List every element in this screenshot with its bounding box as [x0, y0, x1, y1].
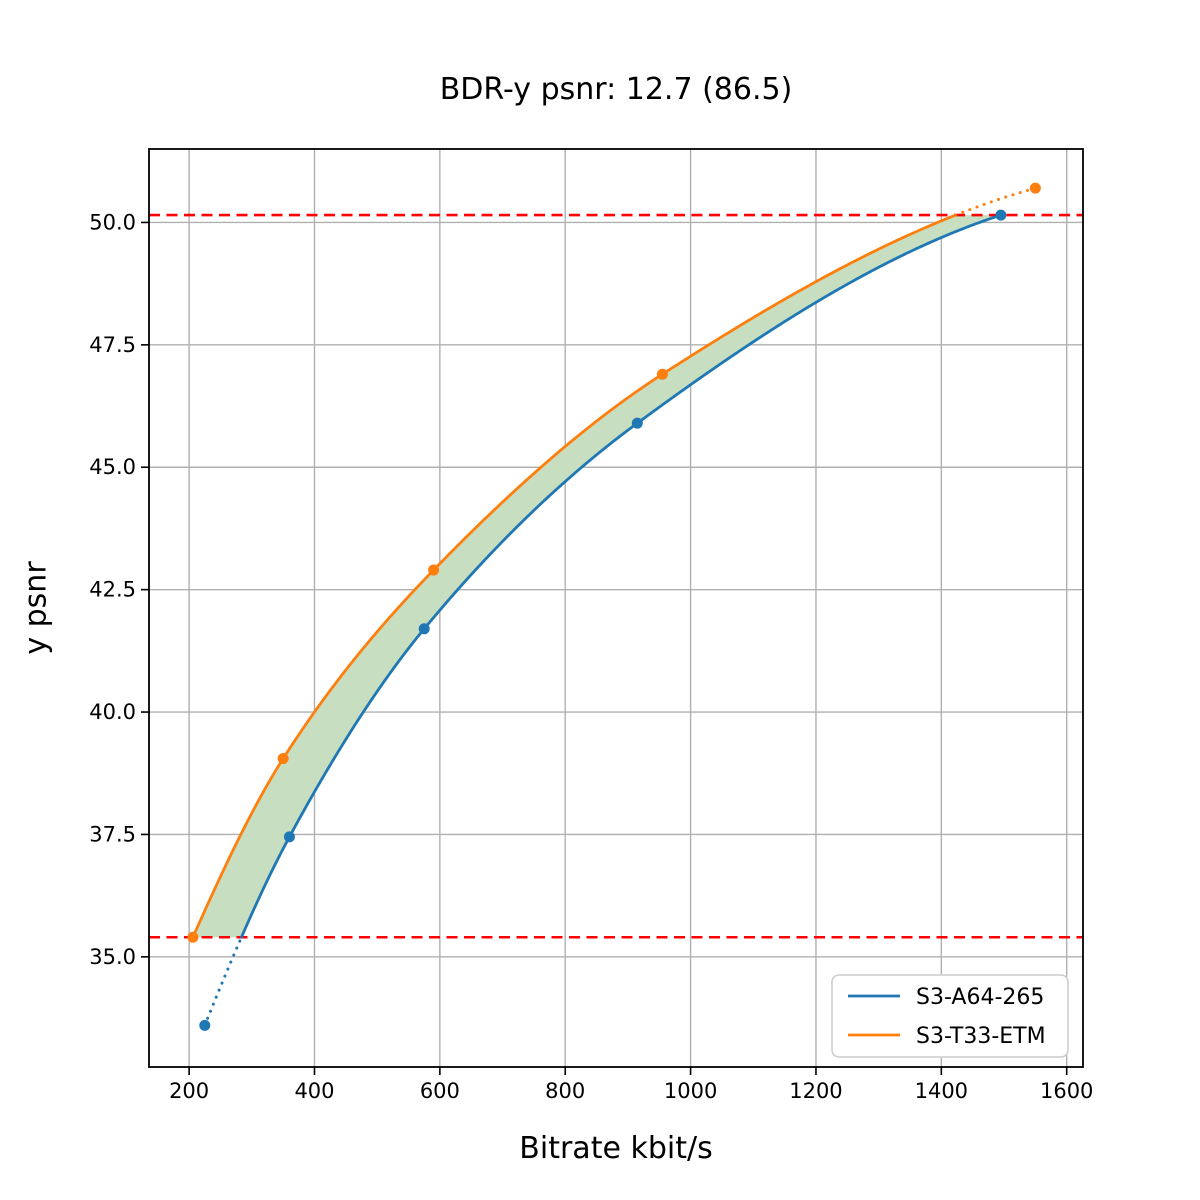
curve-s3-a64-265	[240, 213, 1003, 939]
plot-frame	[148, 148, 1084, 1068]
x-tick-label: 200	[169, 1079, 209, 1103]
y-tick-label: 50.0	[89, 210, 136, 234]
chart-title: BDR-y psnr: 12.7 (86.5)	[439, 72, 793, 107]
x-tick-label: 1000	[664, 1079, 717, 1103]
x-tick-label: 1200	[789, 1079, 842, 1103]
x-tick-label: 1400	[915, 1079, 968, 1103]
x-axis-label: Bitrate kbit/s	[519, 1131, 713, 1166]
y-tick-label: 40.0	[89, 700, 136, 724]
x-tick-label: 1600	[1040, 1079, 1093, 1103]
y-tick-label: 42.5	[89, 578, 136, 602]
legend-label: S3-A64-265	[916, 985, 1044, 1010]
y-tick-label: 37.5	[89, 822, 136, 846]
y-tick-label: 35.0	[89, 945, 136, 969]
x-tick-label: 400	[294, 1079, 334, 1103]
curve-s3-a64-265-extrapolated	[203, 935, 243, 1027]
x-tick-label: 600	[420, 1079, 460, 1103]
data-point-s3-a64-265	[418, 623, 430, 635]
data-point-s3-t33-etm	[277, 753, 289, 765]
data-point-s3-a64-265	[995, 209, 1007, 221]
data-point-s3-t33-etm	[656, 368, 668, 380]
data-point-s3-t33-etm	[187, 931, 199, 943]
data-point-s3-a64-265	[199, 1019, 211, 1031]
data-point-s3-t33-etm	[1029, 182, 1041, 194]
curve-s3-t33-etm	[191, 213, 958, 939]
data-point-s3-a64-265	[283, 831, 295, 843]
curve-s3-t33-etm-extrapolated	[954, 186, 1037, 217]
data-point-s3-a64-265	[631, 417, 643, 429]
legend-label: S3-T33-ETM	[916, 1024, 1046, 1049]
y-tick-label: 45.0	[89, 455, 136, 479]
x-tick-label: 800	[545, 1079, 585, 1103]
y-tick-label: 47.5	[89, 333, 136, 357]
data-point-s3-t33-etm	[428, 564, 440, 576]
